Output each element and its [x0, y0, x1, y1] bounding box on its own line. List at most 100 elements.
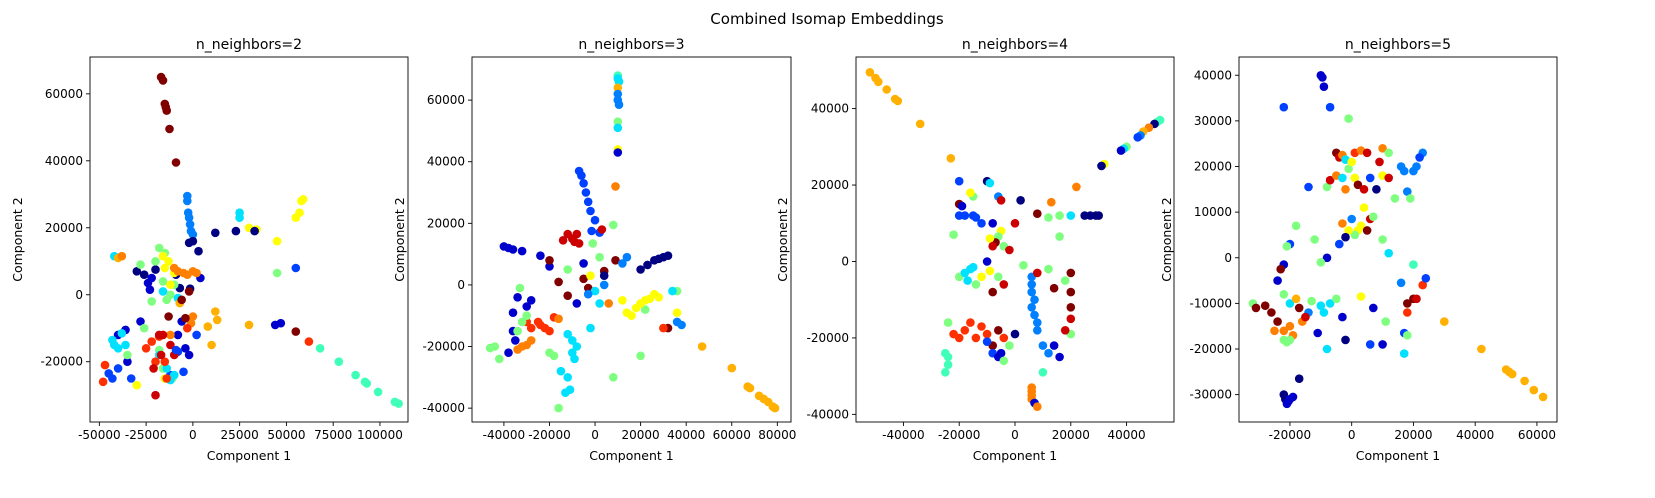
data-point	[1378, 340, 1387, 349]
x-tick-label: 20000	[622, 428, 660, 442]
data-point	[1019, 261, 1028, 270]
data-point	[563, 329, 572, 339]
data-point	[568, 336, 577, 345]
data-point	[1291, 221, 1301, 231]
data-point	[1282, 242, 1292, 251]
data-point	[1369, 212, 1378, 221]
data-point	[1273, 276, 1282, 285]
data-point	[1359, 185, 1369, 194]
data-point	[166, 280, 175, 290]
data-point	[136, 260, 145, 269]
data-point	[988, 241, 997, 251]
data-point	[1325, 299, 1335, 308]
data-point	[599, 271, 609, 281]
data-point	[291, 327, 301, 336]
x-tick-label: -20000	[938, 428, 981, 442]
data-point	[212, 315, 222, 325]
data-point	[158, 251, 168, 261]
x-axis-label: Component 1	[973, 448, 1058, 463]
data-point	[1415, 153, 1424, 162]
data-point	[595, 299, 604, 308]
data-point	[1369, 303, 1378, 313]
data-point	[613, 89, 623, 99]
data-point	[982, 337, 992, 347]
data-point	[1322, 344, 1332, 354]
x-axis-label: Component 1	[589, 448, 674, 463]
data-point	[943, 360, 953, 370]
data-point	[568, 348, 577, 358]
data-point	[1338, 312, 1347, 322]
data-point	[121, 340, 130, 350]
data-point	[1365, 173, 1375, 183]
data-point	[179, 367, 188, 377]
data-point	[173, 330, 183, 340]
data-point	[113, 364, 123, 373]
data-point	[151, 257, 160, 266]
data-point	[636, 351, 645, 361]
data-point	[957, 201, 967, 211]
data-point	[536, 320, 545, 330]
x-tick-label: 75000	[314, 428, 352, 442]
data-point	[982, 257, 992, 266]
data-point	[572, 342, 582, 351]
data-point	[1097, 161, 1106, 171]
data-point	[1338, 173, 1347, 183]
data-point	[192, 330, 201, 340]
data-point	[1332, 294, 1341, 304]
x-tick-label: 40000	[667, 428, 705, 442]
data-point	[304, 337, 314, 346]
data-point	[162, 106, 171, 115]
data-point	[586, 206, 595, 216]
y-tick-label: 20000	[811, 178, 849, 192]
data-point	[98, 377, 108, 387]
data-point	[1399, 349, 1409, 358]
data-point	[1396, 278, 1406, 288]
data-point	[181, 313, 190, 323]
data-point	[587, 226, 596, 236]
y-tick-label: 20000	[45, 221, 83, 235]
data-point	[165, 124, 174, 134]
data-point	[162, 364, 171, 373]
data-point	[1251, 303, 1261, 313]
data-point	[1033, 268, 1042, 278]
data-point	[1066, 211, 1076, 220]
data-point	[511, 336, 520, 345]
data-point	[1350, 230, 1360, 240]
data-point	[597, 225, 607, 234]
data-point	[1267, 308, 1276, 317]
x-tick-label: 0	[1011, 428, 1019, 442]
data-point	[963, 276, 972, 285]
data-point	[1356, 221, 1366, 231]
data-point	[132, 267, 142, 276]
x-tick-label: 25000	[221, 428, 259, 442]
data-point	[996, 348, 1006, 358]
data-point	[590, 286, 600, 296]
data-point	[250, 226, 259, 236]
data-point	[171, 158, 181, 167]
data-point	[177, 295, 186, 305]
data-point	[1344, 164, 1353, 174]
data-point	[508, 308, 518, 318]
data-point	[1341, 185, 1350, 194]
data-point	[145, 285, 155, 295]
data-point	[554, 403, 563, 413]
data-point	[513, 326, 522, 336]
data-point	[1412, 162, 1421, 171]
data-point	[1066, 268, 1076, 278]
data-point	[1304, 182, 1313, 192]
data-point	[994, 326, 1003, 335]
data-point	[526, 323, 536, 333]
x-tick-label: 20000	[1052, 428, 1090, 442]
data-point	[563, 373, 572, 382]
data-point	[1359, 203, 1369, 212]
data-point	[1066, 287, 1076, 297]
data-point	[351, 370, 360, 380]
data-point	[545, 255, 554, 265]
data-point	[579, 274, 588, 284]
data-point	[985, 178, 995, 188]
data-point	[1341, 335, 1350, 345]
data-point	[583, 289, 593, 299]
data-point	[960, 211, 970, 220]
data-point	[1133, 133, 1142, 142]
data-point	[865, 68, 875, 77]
